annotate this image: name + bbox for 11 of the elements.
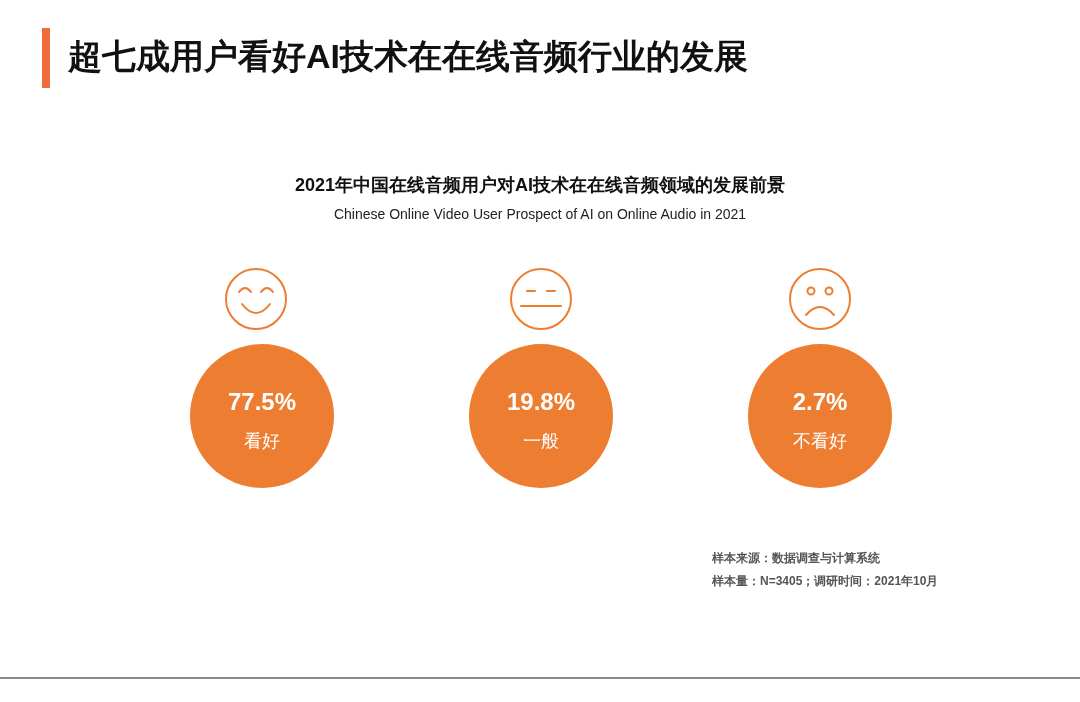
data-label: 2.7%: [792, 388, 848, 415]
data-label: 19.8%: [506, 388, 576, 415]
text: 超七成用户看好AI技术在在线音频行业的发展: [67, 37, 748, 75]
text: 样本量：N=3405；调研时间：2021年10月: [711, 574, 939, 588]
data-label: 77.5%: [227, 388, 297, 415]
text: 2021年中国在线音频用户对AI技术在在线音频领域的发展前景: [294, 175, 786, 195]
category-label: 一般: [523, 431, 559, 451]
text: 样本来源：数据调查与计算系统: [711, 551, 881, 565]
category-label: 看好: [244, 431, 280, 451]
category-label: 不看好: [793, 431, 847, 451]
text: Chinese Online Video User Prospect of AI on Online Audio in 2021: [333, 206, 747, 222]
